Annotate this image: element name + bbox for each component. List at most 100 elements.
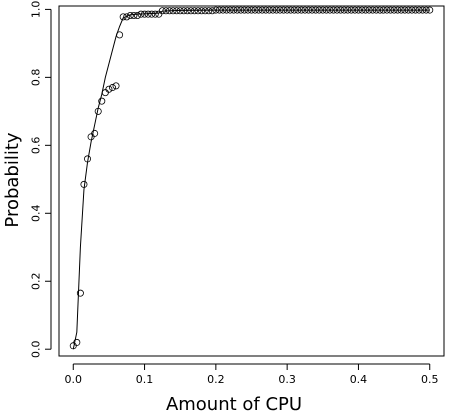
data-point bbox=[262, 6, 270, 14]
data-point bbox=[397, 6, 405, 14]
data-point bbox=[130, 12, 138, 20]
data-point bbox=[408, 6, 416, 14]
data-point bbox=[230, 6, 238, 14]
data-point bbox=[198, 7, 206, 15]
x-tick-label: 0.0 bbox=[65, 373, 83, 386]
y-tick-label: 1.0 bbox=[30, 1, 43, 19]
data-point bbox=[383, 6, 391, 14]
data-point bbox=[219, 6, 227, 14]
data-point bbox=[297, 6, 305, 14]
data-point bbox=[151, 10, 159, 18]
x-tick-label: 0.3 bbox=[278, 373, 296, 386]
data-point bbox=[180, 7, 188, 15]
x-tick-label: 0.1 bbox=[136, 373, 154, 386]
data-point bbox=[362, 6, 370, 14]
y-tick-label: 0.6 bbox=[30, 137, 43, 155]
data-point bbox=[294, 6, 302, 14]
data-point bbox=[201, 7, 209, 15]
data-point bbox=[394, 6, 402, 14]
data-point bbox=[108, 84, 116, 92]
data-point bbox=[194, 7, 202, 15]
data-point bbox=[287, 6, 295, 14]
data-point bbox=[80, 180, 88, 188]
data-point bbox=[137, 10, 145, 18]
data-point bbox=[98, 97, 106, 105]
data-point bbox=[251, 6, 259, 14]
data-point bbox=[419, 6, 427, 14]
data-point bbox=[94, 107, 102, 115]
data-point bbox=[379, 6, 387, 14]
data-point bbox=[133, 12, 141, 20]
data-point bbox=[337, 6, 345, 14]
data-point bbox=[187, 7, 195, 15]
x-axis-title: Amount of CPU bbox=[166, 394, 302, 415]
data-point bbox=[315, 6, 323, 14]
data-point bbox=[376, 6, 384, 14]
y-tick-label: 0.0 bbox=[30, 340, 43, 358]
data-point bbox=[237, 6, 245, 14]
data-point bbox=[426, 6, 434, 14]
data-point bbox=[141, 10, 149, 18]
data-point bbox=[411, 6, 419, 14]
data-point bbox=[73, 338, 81, 346]
y-axis-title: Probability bbox=[2, 132, 23, 227]
points-layer bbox=[69, 6, 434, 350]
data-point bbox=[205, 7, 213, 15]
data-point bbox=[223, 6, 231, 14]
series-line-layer bbox=[72, 9, 430, 350]
data-point bbox=[290, 6, 298, 14]
data-point bbox=[322, 6, 330, 14]
data-point bbox=[247, 6, 255, 14]
data-point bbox=[119, 13, 127, 21]
data-point bbox=[319, 6, 327, 14]
data-point bbox=[240, 6, 248, 14]
data-point bbox=[208, 7, 216, 15]
data-point bbox=[312, 6, 320, 14]
data-point bbox=[344, 6, 352, 14]
x-tick-label: 0.4 bbox=[350, 373, 368, 386]
data-point bbox=[162, 7, 170, 15]
data-point bbox=[401, 6, 409, 14]
data-point bbox=[351, 6, 359, 14]
fitted-curve bbox=[72, 9, 430, 350]
data-point bbox=[87, 133, 95, 141]
plot-frame bbox=[58, 5, 445, 357]
data-point bbox=[372, 6, 380, 14]
data-point bbox=[144, 10, 152, 18]
data-point bbox=[84, 155, 92, 163]
data-point bbox=[166, 7, 174, 15]
data-point bbox=[116, 31, 124, 39]
data-point bbox=[358, 6, 366, 14]
data-point bbox=[258, 6, 266, 14]
data-point bbox=[269, 6, 277, 14]
data-point bbox=[329, 6, 337, 14]
data-point bbox=[226, 6, 234, 14]
data-point bbox=[169, 7, 177, 15]
data-point bbox=[308, 6, 316, 14]
data-point bbox=[183, 7, 191, 15]
data-point bbox=[215, 6, 223, 14]
data-point bbox=[404, 6, 412, 14]
data-point bbox=[112, 82, 120, 90]
data-point bbox=[305, 6, 313, 14]
data-point bbox=[272, 6, 280, 14]
y-tick-label: 0.4 bbox=[30, 205, 43, 223]
data-point bbox=[255, 6, 263, 14]
data-point bbox=[105, 85, 113, 93]
data-point bbox=[390, 6, 398, 14]
data-point bbox=[333, 6, 341, 14]
data-point bbox=[387, 6, 395, 14]
data-point bbox=[233, 6, 241, 14]
data-point bbox=[415, 6, 423, 14]
data-point bbox=[276, 6, 284, 14]
data-point bbox=[101, 89, 109, 97]
data-point bbox=[244, 6, 252, 14]
data-point bbox=[365, 6, 373, 14]
data-point bbox=[176, 7, 184, 15]
data-point bbox=[76, 289, 84, 297]
data-point bbox=[280, 6, 288, 14]
data-point bbox=[326, 6, 334, 14]
y-tick-label: 0.2 bbox=[30, 272, 43, 290]
data-point bbox=[301, 6, 309, 14]
